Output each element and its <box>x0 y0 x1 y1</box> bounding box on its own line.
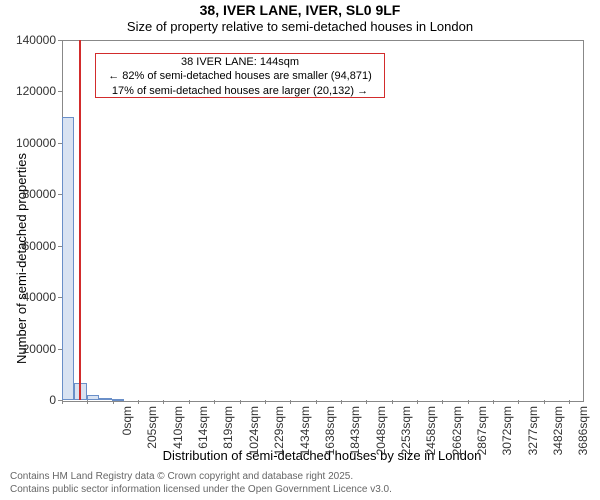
footer-line-2: Contains public sector information licen… <box>10 484 392 497</box>
x-tick: 2458sqm <box>424 406 438 466</box>
y-tick: 80000 <box>0 187 56 201</box>
y-tick: 140000 <box>0 33 56 47</box>
x-tick: 1843sqm <box>348 406 362 466</box>
chart-container: { "title": "38, IVER LANE, IVER, SL0 9LF… <box>0 0 600 500</box>
x-tick: 3686sqm <box>576 406 590 466</box>
x-tick: 1024sqm <box>247 406 261 466</box>
annotation-line-1: 38 IVER LANE: 144sqm <box>98 55 382 69</box>
chart-subtitle: Size of property relative to semi-detach… <box>0 19 600 34</box>
x-tick: 3482sqm <box>551 406 565 466</box>
y-tick: 40000 <box>0 290 56 304</box>
x-tick: 410sqm <box>171 406 185 466</box>
annotation-box: 38 IVER LANE: 144sqm ← 82% of semi-detac… <box>95 53 385 98</box>
histogram-bar <box>99 398 111 400</box>
x-tick: 2253sqm <box>399 406 413 466</box>
x-tick: 3277sqm <box>526 406 540 466</box>
annotation-line-3: 17% of semi-detached houses are larger (… <box>98 84 382 98</box>
footer-attribution: Contains HM Land Registry data © Crown c… <box>10 471 392 496</box>
footer-line-1: Contains HM Land Registry data © Crown c… <box>10 471 392 484</box>
x-tick: 2662sqm <box>450 406 464 466</box>
histogram-bar <box>62 117 74 400</box>
y-axis-label: Number of semi-detached properties <box>14 153 29 364</box>
annotation-line-2: ← 82% of semi-detached houses are smalle… <box>98 69 382 83</box>
chart-title: 38, IVER LANE, IVER, SL0 9LF <box>0 2 600 18</box>
y-tick: 120000 <box>0 84 56 98</box>
x-tick: 819sqm <box>221 406 235 466</box>
y-tick: 60000 <box>0 239 56 253</box>
x-tick: 1434sqm <box>298 406 312 466</box>
x-tick: 0sqm <box>120 406 134 466</box>
histogram-bar <box>87 395 99 400</box>
x-tick: 1638sqm <box>323 406 337 466</box>
histogram-bar <box>112 399 124 401</box>
property-marker-line <box>79 40 81 400</box>
x-tick: 3072sqm <box>500 406 514 466</box>
y-tick: 20000 <box>0 342 56 356</box>
y-tick: 0 <box>0 393 56 407</box>
x-tick: 1229sqm <box>272 406 286 466</box>
x-tick: 2867sqm <box>475 406 489 466</box>
x-tick: 205sqm <box>145 406 159 466</box>
x-tick: 614sqm <box>196 406 210 466</box>
y-tick: 100000 <box>0 136 56 150</box>
x-tick: 2048sqm <box>374 406 388 466</box>
